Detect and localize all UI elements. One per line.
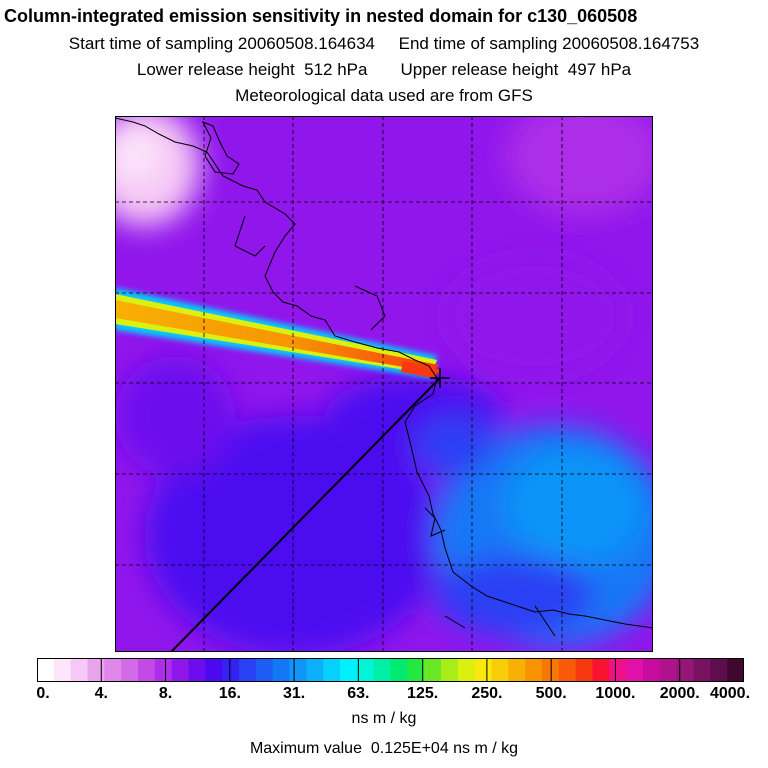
colorbar-swatch [542,658,560,682]
coastline-inner [201,121,240,175]
colorbar-tick-label: 4. [94,685,108,702]
colorbar-swatch [676,658,694,682]
colorbar-tick-label: 2000. [659,685,700,702]
colorbar-frame [37,658,744,682]
receptor-marker [430,368,450,388]
colorbar-swatch [424,658,442,682]
colorbar-swatch [643,658,661,682]
colorbar-swatch [457,658,476,682]
colorbar-swatch [37,658,55,682]
colorbar-swatch [138,658,156,682]
colorbar-swatch [491,658,509,682]
colorbar-swatch [592,658,610,682]
colorbar-swatch [340,658,358,682]
colorbar-swatch [70,658,88,682]
colorbar-swatch [575,658,593,682]
colorbar-tick-label: 8. [158,685,173,702]
colorbar-swatch [474,658,492,682]
colorbar-swatch [272,658,290,682]
colorbar-swatch [710,658,728,682]
colorbar-swatch [609,658,627,682]
colorbar-swatch [508,658,526,682]
sensitivity-map [115,116,653,652]
colorbar-swatch [222,658,240,682]
colorbar-swatch [53,658,72,682]
plume-max [401,361,441,378]
colorbar-swatch [390,658,408,682]
colorbar-swatch [356,658,375,682]
colorbar-swatch [626,658,644,682]
coastline [115,117,653,629]
colorbar-tick-label: 63. [347,685,370,702]
grid-lines [115,116,653,652]
chart-title: Column-integrated emission sensitivity i… [4,6,638,26]
sensitivity-field [115,116,653,652]
map-frame [115,116,653,652]
colorbar-swatch [255,658,274,682]
colorbar-swatch [171,658,189,682]
colorbar-swatch [659,658,678,682]
colorbar-swatch [407,658,425,682]
end-time-label: End time of sampling 20060508.164753 [398,34,700,53]
colorbar-swatch [121,658,139,682]
met-data-label: Meteorological data used are from GFS [235,86,533,105]
start-time-label: Start time of sampling 20060508.164634 [68,34,376,53]
colorbar-tick-label: 16. [218,685,241,702]
sampling-times: Start time of sampling 20060508.164634 E… [0,34,768,54]
upper-release-label: Upper release height 497 hPa [400,60,632,79]
colorbar-tick-label: 0. [36,685,50,702]
colorbar-units: ns m / kg [351,710,417,727]
colorbar-swatch [558,658,577,682]
colorbar-swatch [525,658,543,682]
colorbar-tick-label: 500. [535,685,567,702]
colorbar-swatch [727,658,744,682]
flight-track [170,377,441,652]
release-heights: Lower release height 512 hPa Upper relea… [0,60,768,80]
colorbar-swatch [373,658,391,682]
lower-release-label: Lower release height 512 hPa [136,60,368,79]
plume-core [115,300,439,372]
colorbar-tick-label: 31. [282,685,306,702]
colorbar-swatch [205,658,223,682]
colorbar-tick-label: 1000. [595,685,636,702]
colorbar-swatch [289,658,307,682]
colorbar-swatch [188,658,206,682]
max-value-label: Maximum value 0.125E+04 ns m / kg [249,740,519,757]
colorbar-swatch [104,658,122,682]
colorbar-swatch [693,658,711,682]
colorbar-swatch [154,658,173,682]
colorbar-tick-label: 250. [471,685,503,702]
colorbar-swatch [87,658,105,682]
colorbar-swatch [441,658,459,682]
border-line [234,215,556,637]
colorbar-swatch [239,658,257,682]
colorbar [37,658,744,682]
colorbar-swatch [323,658,341,682]
colorbar-tick-label: 125. [407,685,439,702]
colorbar-swatch [306,658,324,682]
colorbar-tick-label: 4000. [709,685,751,702]
plume [115,288,441,378]
